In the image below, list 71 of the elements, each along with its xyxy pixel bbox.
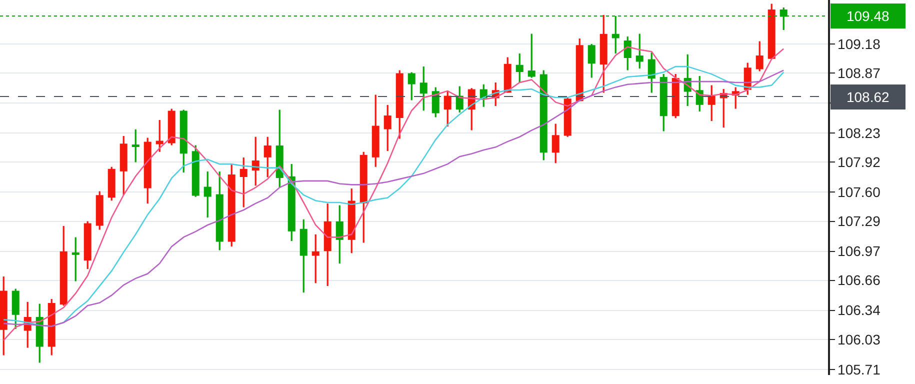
ref-line-label: 108.62 xyxy=(846,89,890,105)
candlestick xyxy=(768,2,776,60)
candlestick xyxy=(36,302,44,364)
candlestick xyxy=(264,136,272,178)
candlestick xyxy=(120,135,128,196)
candlestick xyxy=(384,104,392,152)
candlestick xyxy=(216,170,224,252)
y-tick-label: 105.71 xyxy=(838,361,881,378)
candlestick xyxy=(288,163,296,242)
candlestick xyxy=(648,52,656,94)
y-tick-label: 107.60 xyxy=(838,184,881,200)
candlestick xyxy=(588,43,596,79)
y-tick-label: 106.66 xyxy=(838,272,881,288)
candlestick xyxy=(456,85,464,114)
candlestick xyxy=(516,52,524,84)
candlestick xyxy=(60,225,68,306)
candlestick xyxy=(624,36,632,72)
candlestick xyxy=(84,220,92,270)
candlestick xyxy=(420,66,428,112)
candlestick xyxy=(504,56,512,94)
y-tick-label: 106.03 xyxy=(838,331,881,348)
y-tick-label: 109.18 xyxy=(838,36,881,52)
candlestick xyxy=(408,71,416,102)
candlestick xyxy=(240,156,248,208)
candlestick xyxy=(180,108,188,174)
candlestick xyxy=(0,276,8,356)
candlestick xyxy=(48,298,56,356)
y-tick-label: 107.29 xyxy=(838,213,881,230)
candlestick xyxy=(168,108,176,146)
candlestick xyxy=(132,128,140,163)
candlestick xyxy=(252,136,260,186)
candlestick xyxy=(156,119,164,153)
candlestick xyxy=(552,122,560,164)
candlestick xyxy=(432,86,440,118)
candlestick xyxy=(144,137,152,204)
candlestick xyxy=(228,163,236,248)
candlestick xyxy=(72,236,80,282)
y-tick-label: 107.92 xyxy=(838,154,881,170)
candlestick xyxy=(312,234,320,284)
y-tick-label: 106.97 xyxy=(838,243,881,260)
candlestick xyxy=(336,204,344,264)
candlestick xyxy=(300,218,308,294)
candlestick xyxy=(600,14,608,94)
ref-line-label: 109.48 xyxy=(846,8,890,24)
candlestick xyxy=(360,151,368,244)
candlestick xyxy=(540,70,548,162)
candlestick xyxy=(204,170,212,218)
candlestick xyxy=(696,75,704,112)
candlestick xyxy=(576,38,584,102)
candlestick xyxy=(192,144,200,198)
y-tick-label: 108.87 xyxy=(838,65,881,82)
candlestick xyxy=(276,108,284,188)
candlestick xyxy=(672,73,680,119)
candlestick xyxy=(444,90,452,128)
candlestick xyxy=(636,32,644,70)
candlestick xyxy=(708,84,716,122)
candlestick xyxy=(348,188,356,254)
y-tick-label: 108.23 xyxy=(838,125,881,142)
candlestick xyxy=(564,96,572,138)
candlestick xyxy=(96,190,104,230)
candlestick xyxy=(108,166,116,202)
candlestick xyxy=(528,32,536,79)
candlestick xyxy=(372,94,380,168)
candlestick xyxy=(756,40,764,72)
y-tick-label: 106.34 xyxy=(838,302,881,318)
candlestick xyxy=(396,70,404,140)
candlestick xyxy=(480,84,488,108)
candlestick xyxy=(732,86,740,110)
candlestick xyxy=(324,202,332,287)
candlestick xyxy=(12,288,20,330)
candlestick xyxy=(660,73,668,132)
